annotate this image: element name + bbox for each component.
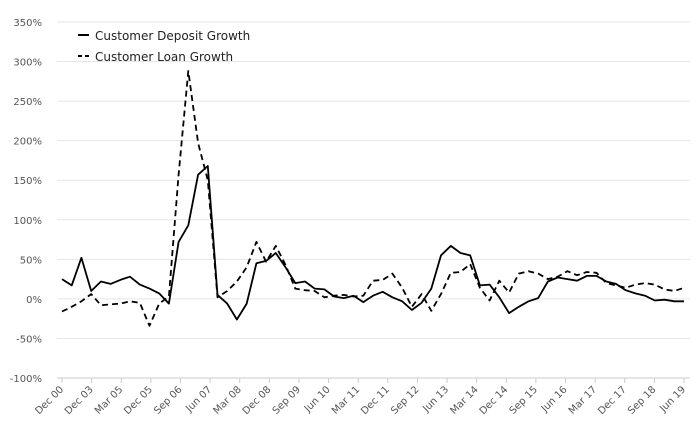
x-tick-label: Dec 08 <box>241 384 274 417</box>
x-tick-label: Jun 16 <box>539 384 570 415</box>
x-tick-label: Dec 03 <box>63 384 96 417</box>
x-tick-label: Dec 05 <box>122 384 155 417</box>
x-tick-label: Sep 12 <box>389 384 421 416</box>
chart-series <box>61 70 685 327</box>
x-tick-label: Dec 00 <box>33 384 66 417</box>
chart-legend: Customer Deposit Growth Customer Loan Gr… <box>78 29 250 64</box>
y-axis-tick-labels: 350% 300% 250% 200% 150% 100% 50% 0% -50% -100% <box>10 18 42 385</box>
x-tick-label: Jun 10 <box>302 384 333 415</box>
y-tick-label: 100% <box>13 216 42 227</box>
chart-gridlines <box>57 21 690 379</box>
x-tick-label: Sep 18 <box>626 384 658 416</box>
x-tick-label: Dec 11 <box>359 384 392 417</box>
x-tick-label: Dec 17 <box>596 384 629 417</box>
legend-label-loan: Customer Loan Growth <box>95 50 233 64</box>
y-tick-label: -50% <box>16 334 42 345</box>
y-tick-label: 150% <box>13 176 42 187</box>
legend-label-deposit: Customer Deposit Growth <box>95 29 250 43</box>
x-tick-label: Mar 05 <box>93 384 125 416</box>
x-tick-label: Jun 19 <box>657 384 688 415</box>
x-tick-label: Mar 14 <box>448 384 480 416</box>
x-tick-label: Mar 08 <box>211 384 243 416</box>
x-tick-label: Sep 15 <box>508 384 540 416</box>
y-tick-label: 350% <box>13 18 42 29</box>
y-tick-label: 200% <box>13 137 42 148</box>
y-tick-label: -100% <box>10 374 42 385</box>
series-line-loan-growth <box>61 70 685 327</box>
x-tick-label: Mar 11 <box>330 384 362 416</box>
y-tick-label: 0% <box>26 295 42 306</box>
x-tick-label: Jun 13 <box>420 384 451 415</box>
y-tick-label: 50% <box>20 255 42 266</box>
x-tick-label: Mar 17 <box>567 384 599 416</box>
y-tick-label: 250% <box>13 97 42 108</box>
x-tick-label: Sep 06 <box>152 384 184 416</box>
y-tick-label: 300% <box>13 58 42 69</box>
x-tick-label: Jun 07 <box>183 384 214 415</box>
series-line-deposit-growth <box>61 165 684 321</box>
x-tick-label: Dec 14 <box>478 384 511 417</box>
x-tick-label: Sep 09 <box>271 384 303 416</box>
